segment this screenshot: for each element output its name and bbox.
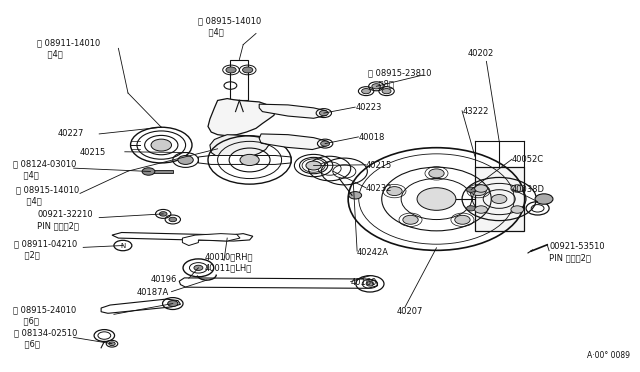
Circle shape <box>471 187 486 196</box>
Polygon shape <box>259 134 328 150</box>
Text: 00921-32210
PIN ピン（2）: 00921-32210 PIN ピン（2） <box>37 210 93 230</box>
Polygon shape <box>198 155 291 164</box>
Circle shape <box>475 206 488 213</box>
Polygon shape <box>259 104 326 118</box>
Circle shape <box>159 212 167 216</box>
Circle shape <box>240 154 259 166</box>
Text: 40187A: 40187A <box>136 288 168 297</box>
Text: Ⓝ 08911-14010
    （4）: Ⓝ 08911-14010 （4） <box>37 38 100 58</box>
Circle shape <box>403 215 418 224</box>
Text: 40207: 40207 <box>397 307 423 316</box>
Text: 40223: 40223 <box>355 103 381 112</box>
Text: 40215: 40215 <box>366 161 392 170</box>
Text: 40052C: 40052C <box>512 155 544 164</box>
Circle shape <box>535 194 553 204</box>
Circle shape <box>109 342 115 346</box>
Polygon shape <box>179 278 378 288</box>
Circle shape <box>467 206 476 211</box>
Text: Ⓑ 08134-02510
    （6）: Ⓑ 08134-02510 （6） <box>14 328 77 349</box>
Polygon shape <box>210 135 269 159</box>
Text: Ⓑ 08124-03010
    （4）: Ⓑ 08124-03010 （4） <box>13 159 76 179</box>
Circle shape <box>306 161 321 170</box>
Circle shape <box>349 192 362 199</box>
Text: 40010（RH）
40011（LH）: 40010（RH） 40011（LH） <box>205 252 253 272</box>
Circle shape <box>511 206 524 213</box>
Text: Ⓟ 08915-14010
    （4）: Ⓟ 08915-14010 （4） <box>16 185 79 205</box>
Circle shape <box>417 188 456 210</box>
Circle shape <box>168 301 178 307</box>
Polygon shape <box>475 167 524 231</box>
Circle shape <box>194 265 203 270</box>
Text: 40232: 40232 <box>366 185 392 193</box>
Circle shape <box>382 89 391 94</box>
Text: Ⓟ 08915-14010
    （4）: Ⓟ 08915-14010 （4） <box>198 16 262 36</box>
Polygon shape <box>208 99 275 136</box>
Circle shape <box>366 282 374 286</box>
Circle shape <box>492 195 507 203</box>
Circle shape <box>455 215 470 224</box>
Circle shape <box>511 185 524 192</box>
Circle shape <box>178 155 193 164</box>
Circle shape <box>243 67 253 73</box>
Text: 00921-53510
PIN ピン（2）: 00921-53510 PIN ピン（2） <box>549 242 605 262</box>
Polygon shape <box>101 299 180 313</box>
Circle shape <box>387 187 402 196</box>
Circle shape <box>169 217 177 222</box>
Polygon shape <box>112 232 253 241</box>
Text: N: N <box>120 243 125 248</box>
Circle shape <box>142 168 155 175</box>
Text: Ⓝ 08911-04210
    （2）: Ⓝ 08911-04210 （2） <box>14 239 77 259</box>
Text: 40160: 40160 <box>351 278 377 287</box>
Circle shape <box>467 187 476 192</box>
Polygon shape <box>150 170 173 173</box>
Circle shape <box>319 110 328 116</box>
Text: 40018: 40018 <box>358 133 385 142</box>
Circle shape <box>475 185 488 192</box>
Polygon shape <box>182 234 240 246</box>
Polygon shape <box>230 60 248 100</box>
Circle shape <box>372 84 381 89</box>
Circle shape <box>151 139 172 151</box>
Text: 40196: 40196 <box>150 275 177 284</box>
Text: 40038D: 40038D <box>512 185 545 194</box>
Text: A·00° 0089: A·00° 0089 <box>588 351 630 360</box>
Text: 43222: 43222 <box>463 107 489 116</box>
Text: 40202: 40202 <box>467 49 493 58</box>
Circle shape <box>321 141 330 146</box>
Circle shape <box>429 169 444 178</box>
Text: Ⓟ 08915-23810
    （8）: Ⓟ 08915-23810 （8） <box>368 68 431 88</box>
Circle shape <box>226 67 236 73</box>
Text: 40215: 40215 <box>80 148 106 157</box>
Circle shape <box>362 89 371 94</box>
Text: 40227: 40227 <box>58 129 84 138</box>
Text: 40242A: 40242A <box>356 248 388 257</box>
Text: Ⓟ 08915-24010
    （6）: Ⓟ 08915-24010 （6） <box>13 305 76 326</box>
